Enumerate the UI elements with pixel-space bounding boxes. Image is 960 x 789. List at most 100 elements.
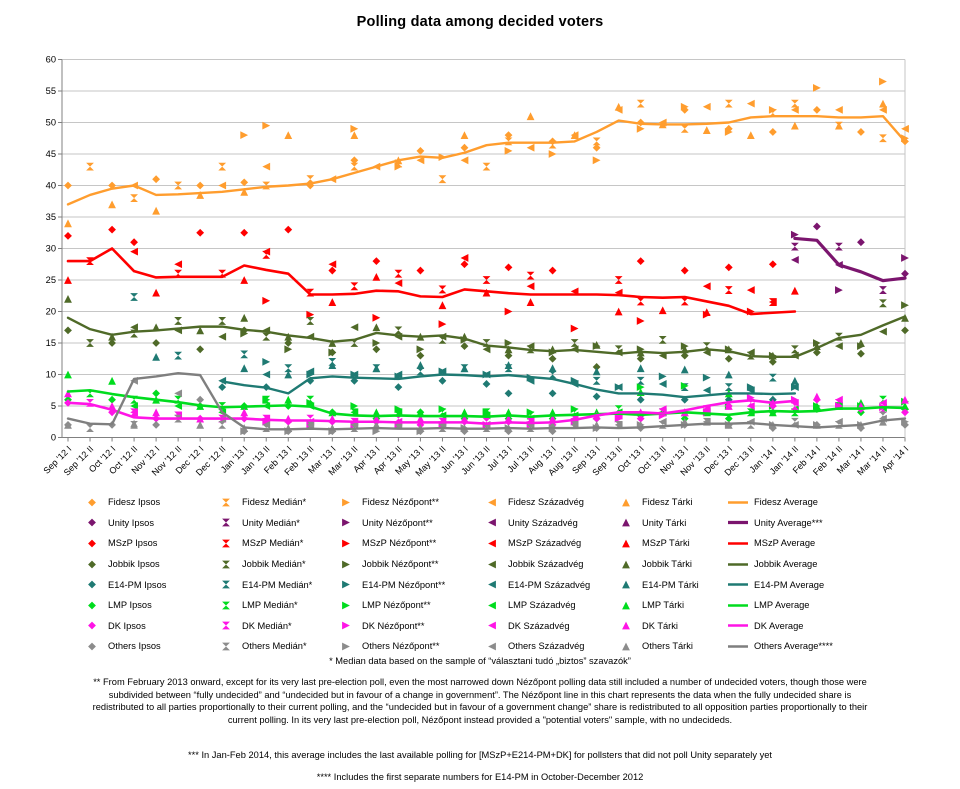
legend-label: LMP Average	[754, 600, 810, 611]
jobbik-trki-point	[64, 295, 72, 303]
legend-item-others-average: Others Average****	[727, 641, 879, 652]
fidesz-nzpont-point	[504, 146, 513, 155]
jobbik-medin-point	[130, 329, 138, 338]
legend-label: Unity Ipsos	[108, 517, 154, 528]
line-icon	[728, 645, 748, 648]
lmp-nzpont-point	[482, 408, 491, 417]
fidesz-nzpont-point	[240, 131, 249, 139]
fidesz-medin-point	[724, 99, 733, 108]
legend-label: MSzP Ipsos	[108, 538, 158, 549]
fidesz-szzadvg-point	[262, 162, 271, 171]
legend-label: Others Medián*	[242, 641, 307, 652]
jobbik-szzadvg-point	[130, 323, 138, 332]
e14-pm-trki-point	[636, 364, 645, 373]
others-trki-point	[879, 417, 887, 426]
e14-pm-trki-point	[152, 352, 161, 361]
tri-left-icon	[488, 621, 496, 630]
legend-label: Jobbik Ipsos	[108, 559, 160, 570]
hourglass-icon	[222, 560, 230, 568]
legend-label: DK Századvég	[508, 620, 570, 631]
tri-right-icon	[342, 580, 350, 589]
lmp-trki-point	[460, 408, 469, 417]
jobbik-medin-point	[702, 342, 711, 351]
fidesz-medin-point	[680, 124, 689, 133]
tri-right-marker	[342, 518, 350, 527]
jobbik-szzadvg-point	[482, 345, 491, 354]
legend-label: Fidesz Medián*	[242, 497, 307, 508]
e14-pm-medin-point	[724, 383, 733, 391]
hourglass-marker	[222, 518, 230, 527]
y-tick-label: 50	[46, 118, 56, 128]
tri-up-marker	[622, 560, 630, 568]
jobbik-nzpont-point	[328, 348, 337, 357]
jobbik-ipsos-point	[64, 326, 72, 335]
mszp-ipsos-point	[108, 225, 116, 234]
mszp-medin-point	[614, 276, 623, 284]
others-szzadvg-point	[658, 417, 667, 426]
e14-pm-trki-point	[592, 367, 601, 376]
mszp-szzadvg-point	[262, 247, 271, 256]
legend-label: Fidesz Tárki	[642, 497, 693, 508]
tri-up-icon	[622, 518, 630, 527]
jobbik-ipsos-point	[592, 363, 601, 371]
fidesz-nzpont-point	[350, 124, 359, 133]
mszp-ipsos-point	[328, 266, 337, 275]
y-tick-label: 15	[46, 338, 56, 348]
legend-label: MSzP Tárki	[642, 538, 690, 549]
jobbik-szzadvg-point	[350, 323, 359, 332]
y-tick-label: 10	[46, 370, 56, 380]
mszp-medin-point	[680, 297, 689, 306]
e14-pm-nzpont-point	[306, 370, 315, 379]
legend-label: Others Ipsos	[108, 641, 161, 652]
e14-pm-trki-point	[790, 376, 799, 385]
fidesz-szzadvg-point	[790, 106, 799, 114]
mszp-trki-point	[614, 307, 623, 316]
e14-pm-trki-point	[416, 361, 425, 369]
legend-item-e14-pm-medin: E14-PM Medián*	[215, 579, 335, 590]
fidesz-nzpont-point	[548, 150, 557, 158]
y-tick-label: 40	[46, 181, 56, 191]
mszp-medin-point	[218, 269, 227, 278]
unity-average-line	[793, 236, 907, 283]
mszp-szzadvg-point	[702, 282, 711, 291]
mszp-szzadvg-point	[130, 247, 138, 256]
diamond-icon	[88, 560, 96, 568]
y-tick-label: 45	[46, 149, 56, 159]
mszp-trki-point	[526, 298, 535, 306]
fidesz-nzpont-point	[680, 102, 689, 111]
fidesz-szzadvg-point	[879, 106, 887, 114]
unity-ipsos-point	[901, 269, 909, 278]
e14-pm-medin-point	[768, 373, 777, 382]
mszp-medin-point	[482, 276, 491, 284]
jobbik-medin-point	[394, 326, 403, 335]
line-icon	[728, 624, 748, 628]
legend-item-fidesz-ipsos: Fidesz Ipsos	[81, 497, 215, 508]
tri-left-icon	[488, 601, 496, 610]
e14-pm-szzadvg-point	[438, 367, 447, 376]
fidesz-trki-point	[790, 121, 799, 130]
diamond-marker	[88, 560, 96, 568]
lmp-trki-point	[372, 408, 381, 417]
fidesz-trki-point	[350, 131, 359, 139]
legend-item-fidesz-szzadvg: Fidesz Századvég	[481, 497, 615, 508]
legend-label: E14-PM Tárki	[642, 579, 699, 590]
legend-item-unity-medin: Unity Medián*	[215, 517, 335, 528]
legend-item-fidesz-average: Fidesz Average	[727, 497, 879, 508]
mszp-medin-point	[636, 297, 645, 306]
fidesz-szzadvg-point	[901, 124, 909, 133]
legend-item-lmp-ipsos: LMP Ipsos	[81, 600, 215, 611]
legend-item-lmp-trki: LMP Tárki	[615, 600, 727, 611]
legend-item-lmp-average: LMP Average	[727, 600, 879, 611]
tri-up-icon	[622, 601, 630, 610]
jobbik-medin-point	[658, 335, 667, 344]
lmp-trki-point	[64, 370, 72, 379]
legend-label: Others Századvég	[508, 641, 585, 652]
fidesz-nzpont-point	[724, 128, 733, 136]
fidesz-trki-point	[835, 121, 843, 130]
diamond-icon	[88, 498, 96, 507]
tri-right-icon	[342, 518, 350, 527]
dk-trki-point	[240, 408, 249, 417]
others-szzadvg-point	[306, 421, 315, 429]
others-trki-point	[64, 421, 72, 429]
legend-label: E14-PM Medián*	[242, 579, 313, 590]
